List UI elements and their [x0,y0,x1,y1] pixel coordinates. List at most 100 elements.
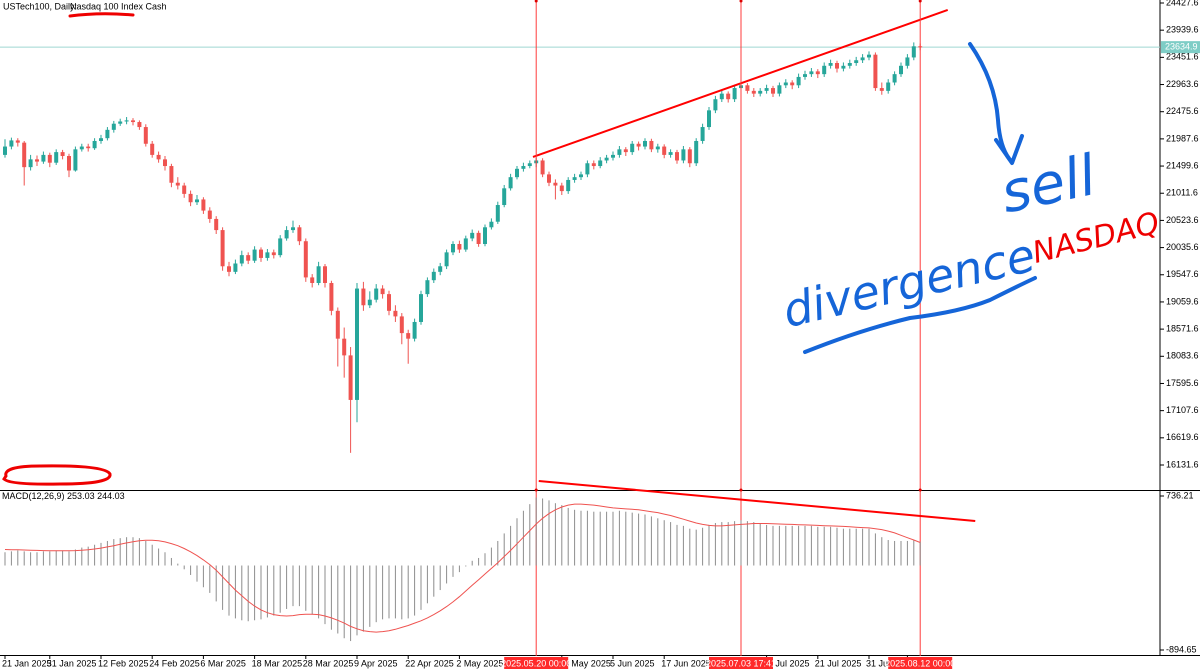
blue-underline [803,276,1037,354]
y-tick-label: 21011.6 [1166,188,1198,198]
candle-body [355,288,359,400]
y-tick-label: 20523.6 [1166,215,1199,225]
candle-body [271,252,276,256]
candle-body [163,159,167,167]
candle-body [451,244,455,253]
candle-body [841,65,846,69]
candle-body [303,241,308,278]
candle-body [73,149,78,171]
candle-body [860,57,865,61]
candle-body [822,65,827,75]
vertical-line-label: 2025.05.20 00:00 [501,658,571,668]
candle-body [809,71,814,75]
candle-body [143,127,148,144]
candle-body [297,227,302,242]
candle-body [457,244,462,250]
indicator-title: MACD(12,26,9) [2,491,65,501]
x-tick-label: 21 Jan 2025 [2,658,52,668]
x-tick-label: 12 Feb 2025 [98,658,149,668]
x-tick-label: 11 Jul 2025 [764,658,810,668]
candle-body [227,266,231,272]
candle-body [604,157,609,161]
candle-body [41,154,46,162]
vertical-line-label: 2025.07.03 17:41 [706,658,776,668]
candle-body [15,140,20,143]
candle-body [207,210,212,219]
indicator-label: MACD(12,26,9) 253.03 244.03 [2,491,125,501]
candle-body [783,82,788,86]
candle-body [572,177,577,180]
candle-body [796,76,801,86]
candle-body [310,277,315,283]
y-tick-label: 19059.6 [1166,296,1199,306]
y-tick-label: 16131.6 [1166,459,1199,469]
candle-body [316,266,321,283]
candle-body [374,288,379,300]
candle-body [131,120,135,123]
candle-body [879,88,884,91]
candle-body [521,166,526,169]
candle-body [899,65,903,75]
candle-body [905,57,910,66]
y-tick-label: 22963.6 [1166,79,1199,89]
symbol-description: Nasdaq 100 Index Cash [70,1,167,11]
indicator-macd-value: 253.03 [67,491,95,501]
y-tick-label: 17595.6 [1166,378,1199,388]
x-tick-label: 28 Mar 2025 [303,658,354,668]
x-tick-label: 6 Mar 2025 [200,658,246,668]
y-tick-label: 24427.6 [1166,0,1199,7]
candle-body [668,152,673,155]
vertical-line-tag [888,657,953,669]
candle-body [732,88,737,100]
vertical-line-label: 2025.08.12 00:00 [885,658,955,668]
candle-body [483,227,487,245]
candle-body [854,60,859,64]
candle-body [630,143,635,153]
candle-body [367,299,372,306]
candle-body [195,199,199,203]
candle-body [265,252,270,258]
candle-body [745,85,750,91]
candle-body [92,140,97,149]
candle-body [214,218,219,231]
candle-body [643,140,647,147]
x-tick-label: 24 Feb 2025 [149,658,200,668]
candle-body [502,188,507,206]
candle-body [220,230,225,267]
candle-body [694,140,699,164]
candle-body [867,54,871,58]
trend-line [538,480,976,523]
candle-body [847,63,852,66]
candle-body [175,182,180,186]
y-tick-label: 736.21 [1166,490,1194,500]
candle-body [598,160,603,167]
candle-body [342,338,347,356]
candle-body [611,154,615,158]
y-tick-label: 16619.6 [1166,432,1199,442]
x-tick-label: 23 May 2025 [559,658,611,668]
candle-body [284,230,289,239]
x-tick-label: 2 May 2025 [456,658,503,668]
candle-body [617,149,622,155]
candle-body [547,174,551,183]
candle-body [623,149,628,153]
candle-body [169,166,174,183]
x-tick-label: 17 Jun 2025 [661,658,711,668]
candle-body [585,163,590,175]
candle-body [636,143,641,147]
candle-body [764,88,769,91]
candle-body [412,321,417,339]
candle-body [873,54,878,89]
candle-body [713,99,718,111]
candle-body [329,282,334,311]
red-circle [2,464,112,486]
candle-body [380,288,385,295]
vertical-line-anchor [918,488,922,492]
candle-body [444,252,449,267]
candle-body [111,123,116,130]
candle-body [79,146,84,150]
symbol-title: USTech100, Daily: [3,1,77,11]
candle-body [28,159,33,168]
